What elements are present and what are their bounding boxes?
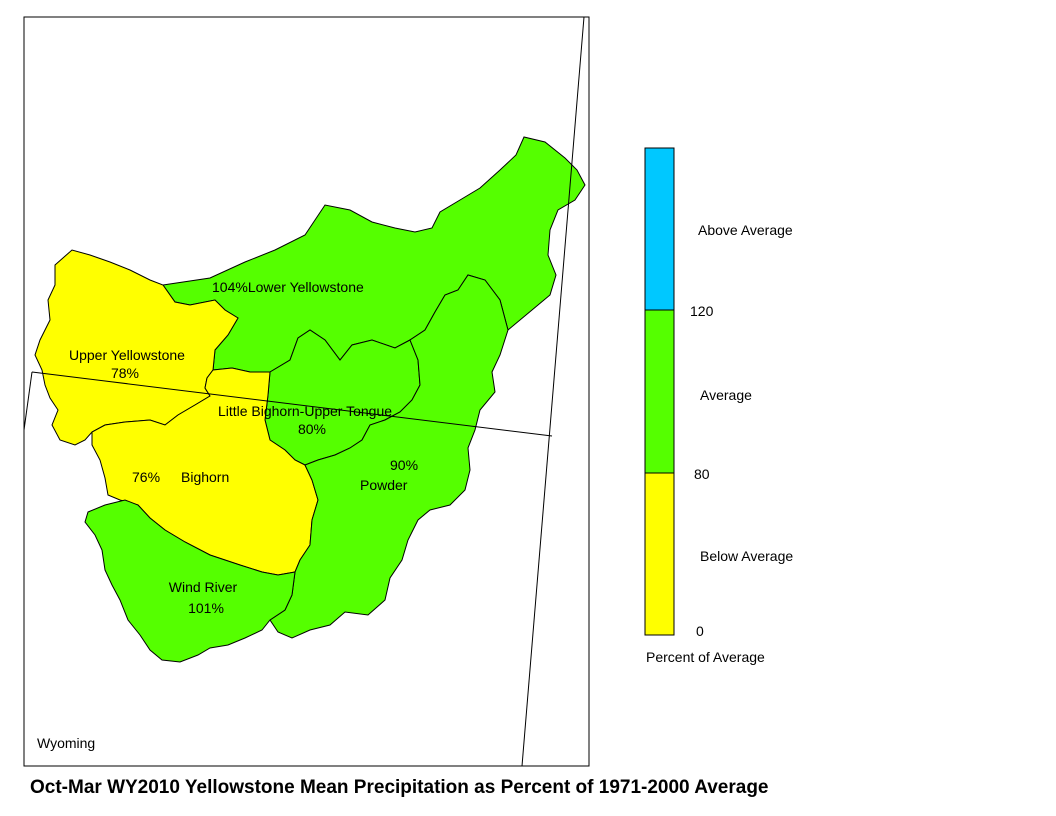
label-lower-yellowstone: 104%Lower Yellowstone — [212, 279, 364, 295]
legend-above-swatch — [644, 147, 675, 311]
label-powder-name: Powder — [360, 477, 408, 493]
state-boundary-east — [521, 16, 585, 767]
label-little-bighorn-percent: 80% — [298, 421, 326, 437]
label-bighorn-percent: 76% — [132, 469, 160, 485]
legend-tick-80: 80 — [694, 466, 710, 482]
label-bighorn-name: Bighorn — [181, 469, 229, 485]
legend-tick-0: 0 — [696, 623, 704, 639]
figure-title: Oct-Mar WY2010 Yellowstone Mean Precipit… — [30, 777, 769, 798]
legend-below-swatch — [644, 472, 675, 636]
label-wind-river-percent: 101% — [188, 600, 224, 616]
label-powder-percent: 90% — [390, 457, 418, 473]
label-upper-yellowstone-name: Upper Yellowstone — [69, 347, 185, 363]
legend-average-swatch — [644, 309, 675, 474]
label-little-bighorn-name: Little Bighorn-Upper Tongue — [218, 403, 392, 419]
label-wind-river-name: Wind River — [169, 579, 238, 595]
basin-wind-river[interactable] — [84, 499, 296, 663]
legend-tick-120: 120 — [690, 303, 714, 319]
legend-average-label: Average — [700, 387, 752, 403]
state-boundary-north — [31, 371, 553, 437]
state-label: Wyoming — [37, 735, 95, 751]
state-boundary-west — [23, 371, 33, 431]
legend: Above Average Average Below Average 120 … — [644, 147, 793, 665]
label-upper-yellowstone-percent: 78% — [111, 365, 139, 381]
legend-above-label: Above Average — [698, 222, 793, 238]
legend-title: Percent of Average — [646, 649, 765, 665]
legend-below-label: Below Average — [700, 548, 793, 564]
